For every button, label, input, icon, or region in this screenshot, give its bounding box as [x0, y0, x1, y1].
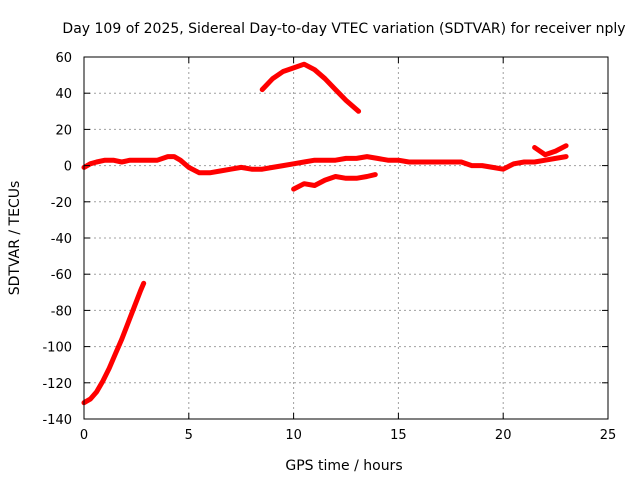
chart-title: Day 109 of 2025, Sidereal Day-to-day VTE… [62, 21, 625, 37]
series-line-arc-5 [532, 143, 569, 158]
x-tick-label: 10 [285, 428, 302, 443]
series-line-arc-3 [259, 61, 362, 114]
series-line-arc-2 [81, 154, 569, 176]
x-tick-label: 20 [495, 428, 512, 443]
x-tick-label: 0 [80, 428, 88, 443]
y-tick-label: 40 [55, 87, 72, 102]
y-tick-label: 20 [55, 123, 72, 138]
y-tick-label: 60 [55, 51, 72, 66]
y-tick-label: 0 [64, 160, 72, 175]
x-tick-label: 25 [600, 428, 617, 443]
grid [84, 57, 608, 419]
series-line-arc-1 [81, 280, 147, 406]
y-tick-label: -80 [51, 304, 72, 319]
y-tick-label: -100 [42, 341, 72, 356]
y-tick-label: -60 [51, 268, 72, 283]
y-tick-label: -120 [42, 377, 72, 392]
x-tick-label: 15 [390, 428, 407, 443]
axis-ticks: 0 5 10 15 20 25 -140 -120 -100 -80 -60 -40 -20 0 20 40 6… [42, 51, 616, 443]
series-line-arc-4 [291, 172, 378, 192]
y-tick-label: -40 [51, 232, 72, 247]
y-tick-label: -20 [51, 196, 72, 211]
y-axis-label: SDTVAR / TECUs [7, 181, 23, 296]
y-tick-label: -140 [42, 413, 72, 428]
x-tick-label: 5 [185, 428, 193, 443]
series-group [81, 61, 569, 406]
x-axis-label: GPS time / hours [285, 458, 402, 474]
